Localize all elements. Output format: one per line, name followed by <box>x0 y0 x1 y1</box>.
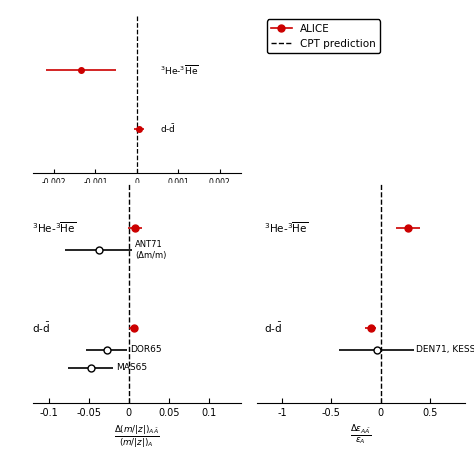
Text: d-$\bar{\mathrm{d}}$: d-$\bar{\mathrm{d}}$ <box>264 321 282 335</box>
Text: $^{3}$He-$^{3}\overline{\mathrm{He}}$: $^{3}$He-$^{3}\overline{\mathrm{He}}$ <box>32 220 76 235</box>
Text: DOR65: DOR65 <box>130 346 162 355</box>
Text: $^{3}$He-$^{3}\overline{\mathrm{He}}$: $^{3}$He-$^{3}\overline{\mathrm{He}}$ <box>160 64 198 77</box>
X-axis label: $\frac{\Delta\varepsilon_{A\bar{A}}}{\varepsilon_{A}}$: $\frac{\Delta\varepsilon_{A\bar{A}}}{\va… <box>350 423 372 447</box>
Legend: ALICE, CPT prediction: ALICE, CPT prediction <box>266 19 380 53</box>
Text: DEN71, KESS: DEN71, KESS <box>416 346 474 355</box>
Text: MAS65: MAS65 <box>116 364 147 373</box>
Text: $^{3}$He-$^{3}\overline{\mathrm{He}}$: $^{3}$He-$^{3}\overline{\mathrm{He}}$ <box>264 220 308 235</box>
X-axis label: Δ(m/|z|)/(m/|z|): Δ(m/|z|)/(m/|z|) <box>103 190 171 199</box>
Text: ANT71
(Δm/m): ANT71 (Δm/m) <box>135 240 167 260</box>
Text: d-$\bar{\mathrm{d}}$: d-$\bar{\mathrm{d}}$ <box>160 122 176 135</box>
Text: d-$\bar{\mathrm{d}}$: d-$\bar{\mathrm{d}}$ <box>32 321 50 335</box>
X-axis label: $\frac{\Delta(m/|z|)_{A\bar{A}}}{(m/|z|)_{A}}$: $\frac{\Delta(m/|z|)_{A\bar{A}}}{(m/|z|)… <box>114 423 160 449</box>
